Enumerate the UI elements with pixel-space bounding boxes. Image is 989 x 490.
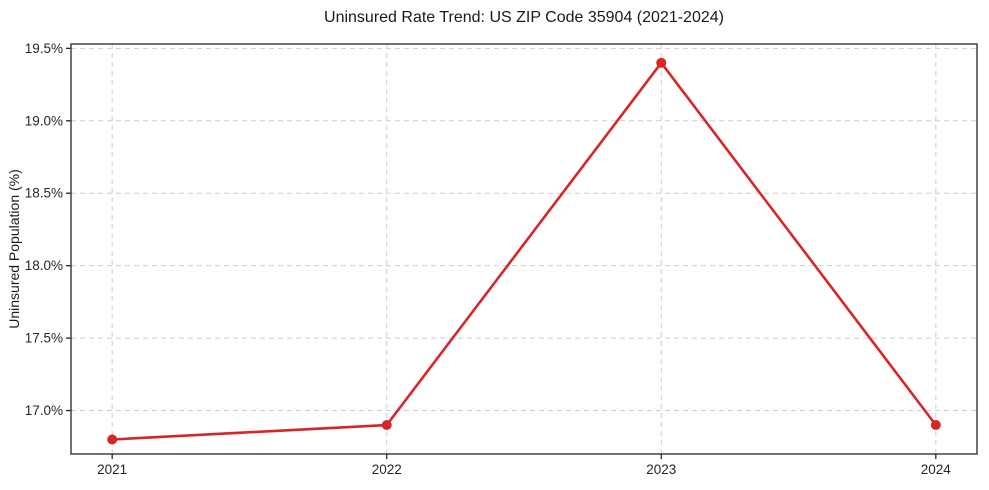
trend-line [110, 61, 938, 441]
x-tick-label: 2023 [646, 462, 676, 477]
y-tick-label: 19.5% [25, 41, 63, 56]
y-tick-label: 18.0% [25, 258, 63, 273]
chart-title: Uninsured Rate Trend: US ZIP Code 35904 … [324, 9, 724, 26]
x-tick-label: 2021 [97, 462, 127, 477]
data-point-marker [656, 57, 667, 68]
plot-border [70, 43, 978, 455]
x-tick-label: 2024 [921, 462, 952, 477]
y-tick-label: 19.0% [25, 113, 63, 128]
x-tick-label: 2022 [372, 462, 402, 477]
data-point-marker [381, 420, 392, 431]
y-tick-label: 17.5% [25, 331, 63, 346]
y-tick-label: 18.5% [25, 186, 63, 201]
y-tick-label: 17.0% [25, 403, 63, 418]
data-point-marker [930, 420, 941, 431]
data-point-marker [107, 434, 118, 445]
